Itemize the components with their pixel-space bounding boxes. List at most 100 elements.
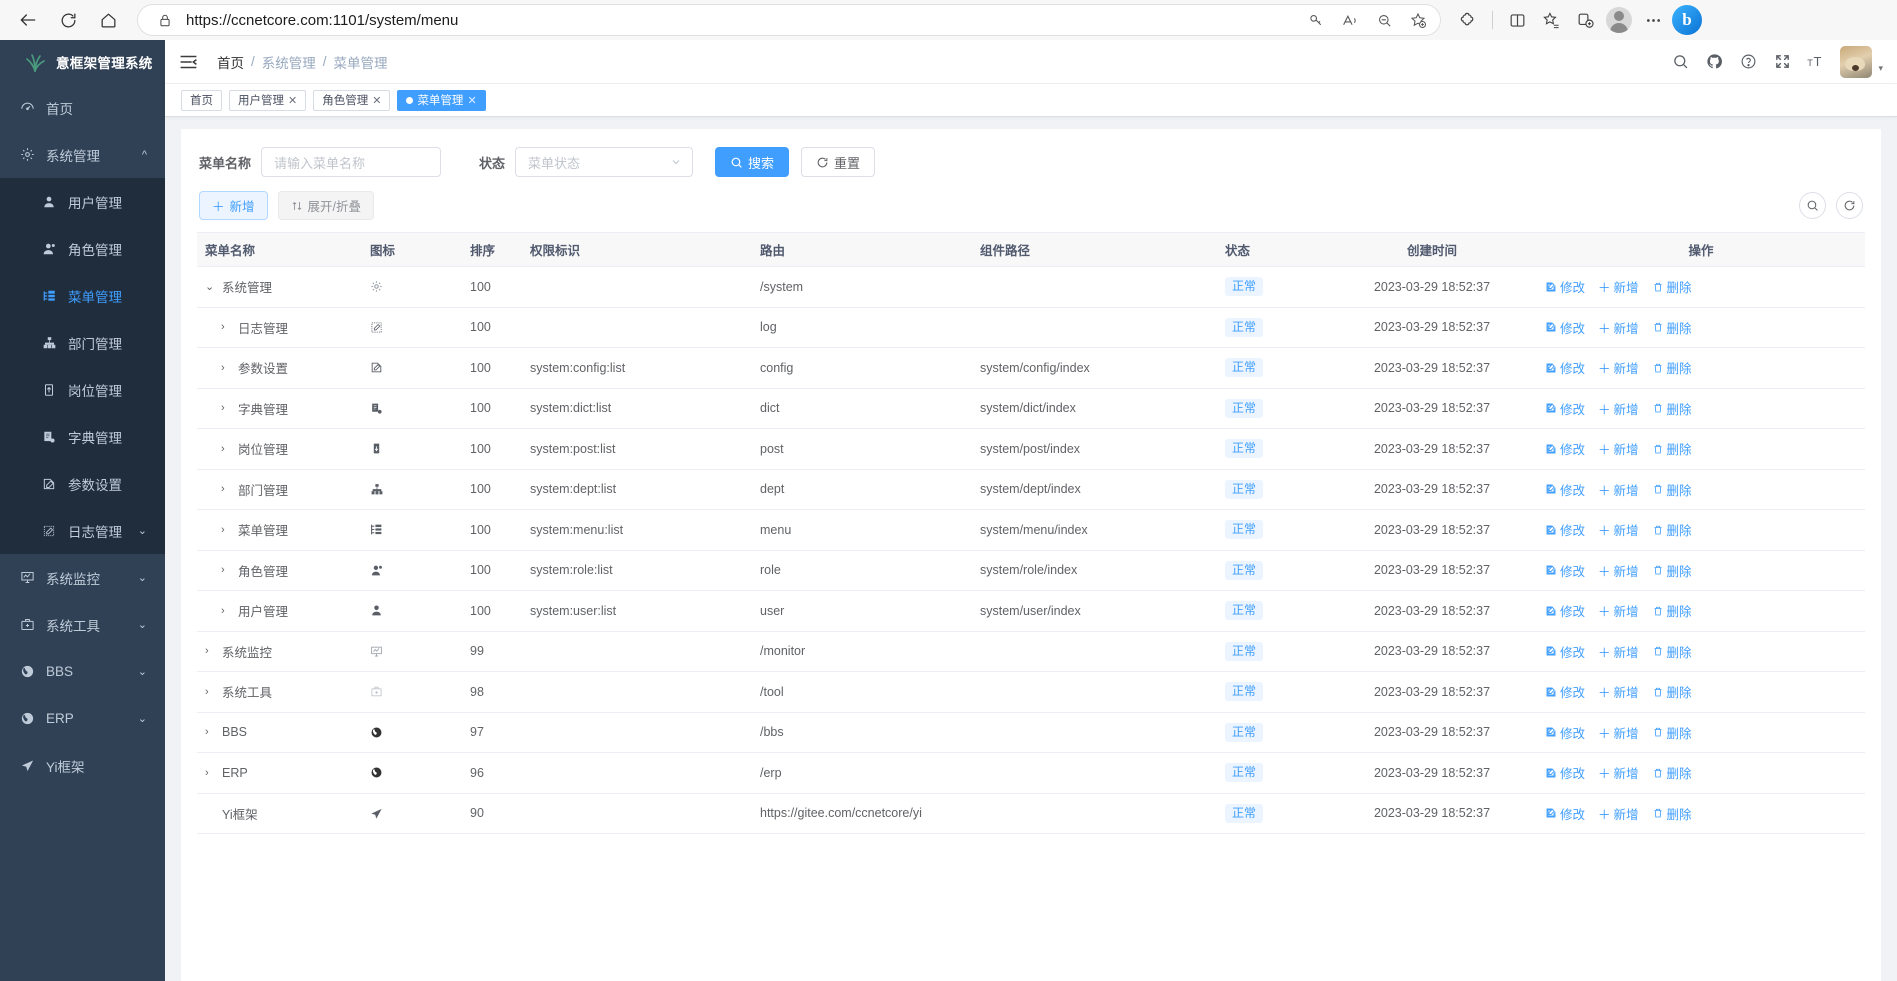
sidebar-item-config[interactable]: 参数设置	[0, 460, 165, 507]
edit-action[interactable]: 修改	[1545, 642, 1585, 661]
address-bar[interactable]: https://ccnetcore.com:1101/system/menu	[138, 5, 1440, 35]
key-icon[interactable]	[1300, 5, 1332, 35]
read-aloud-icon[interactable]	[1334, 5, 1366, 35]
expander-icon[interactable]: ›	[221, 402, 225, 415]
extensions-icon[interactable]	[1452, 5, 1484, 35]
bing-chat-icon[interactable]: b	[1671, 5, 1703, 35]
table-row[interactable]: › 菜单管理 100 system:menu:list menu system/menu/…	[197, 509, 1865, 551]
tab-role[interactable]: 角色管理 ✕	[313, 89, 391, 111]
refresh-icon[interactable]	[1836, 192, 1863, 219]
menu-name-input[interactable]: 请输入菜单名称	[261, 147, 442, 177]
add-action[interactable]: ＋新增	[1598, 763, 1639, 782]
expander-icon[interactable]: ›	[205, 766, 209, 779]
sidebar-item-monitor[interactable]: 系统监控 ⌄	[0, 554, 165, 601]
delete-action[interactable]: 删除	[1652, 804, 1692, 823]
expander-icon[interactable]: ›	[221, 361, 225, 374]
edit-action[interactable]: 修改	[1545, 358, 1585, 377]
add-action[interactable]: ＋新增	[1598, 358, 1639, 377]
profile-icon[interactable]	[1603, 5, 1635, 35]
delete-action[interactable]: 删除	[1652, 520, 1692, 539]
add-action[interactable]: ＋新增	[1598, 399, 1639, 418]
expander-icon[interactable]: ›	[221, 321, 225, 334]
edit-action[interactable]: 修改	[1545, 318, 1585, 337]
delete-action[interactable]: 删除	[1652, 601, 1692, 620]
sidebar-item-erp[interactable]: ERP ⌄	[0, 695, 165, 742]
table-row[interactable]: › 日志管理 100 log 正常 2023-03-29 18:52:37 修改 ＋新增 删除	[197, 307, 1865, 348]
add-button[interactable]: ＋ 新增	[199, 191, 268, 220]
table-row[interactable]: › ERP 96/erp 正常 2023-03-29 18:52:37 修改 ＋新增 删除	[197, 752, 1865, 794]
close-icon[interactable]: ✕	[288, 94, 298, 107]
sidebar-item-role[interactable]: 角色管理	[0, 225, 165, 272]
delete-action[interactable]: 删除	[1652, 723, 1692, 742]
sidebar-item-system[interactable]: 系统管理 ^	[0, 131, 165, 178]
delete-action[interactable]: 删除	[1652, 480, 1692, 499]
delete-action[interactable]: 删除	[1652, 682, 1692, 701]
table-row[interactable]: › 系统工具 98/tool 正常 2023-03-29 18:52:37 修改 ＋新增 删除	[197, 671, 1865, 713]
delete-action[interactable]: 删除	[1652, 763, 1692, 782]
chevron-down-icon[interactable]: ▾	[1878, 62, 1883, 73]
sidebar-item-log[interactable]: 日志管理 ⌄	[0, 507, 165, 554]
delete-action[interactable]: 删除	[1652, 439, 1692, 458]
expander-icon[interactable]: ›	[221, 564, 225, 577]
add-action[interactable]: ＋新增	[1598, 520, 1639, 539]
sidebar-item-bbs[interactable]: BBS ⌄	[0, 648, 165, 695]
edit-action[interactable]: 修改	[1545, 763, 1585, 782]
collections-icon[interactable]	[1569, 5, 1601, 35]
back-button[interactable]	[10, 4, 46, 36]
edit-action[interactable]: 修改	[1545, 561, 1585, 580]
edit-action[interactable]: 修改	[1545, 804, 1585, 823]
expand-collapse-button[interactable]: 展开/折叠	[277, 191, 375, 220]
add-favorite-icon[interactable]	[1402, 5, 1434, 35]
edit-action[interactable]: 修改	[1545, 682, 1585, 701]
breadcrumb-item-system[interactable]: 系统管理	[261, 55, 316, 71]
add-action[interactable]: ＋新增	[1598, 277, 1639, 296]
close-icon[interactable]: ✕	[372, 94, 382, 107]
delete-action[interactable]: 删除	[1652, 358, 1692, 377]
add-action[interactable]: ＋新增	[1598, 561, 1639, 580]
edit-action[interactable]: 修改	[1545, 480, 1585, 499]
app-logo[interactable]: 意框架管理系统	[0, 40, 165, 84]
collapse-icon[interactable]	[179, 54, 201, 70]
fullscreen-icon[interactable]	[1772, 52, 1792, 72]
sidebar-item-dict[interactable]: 字典管理	[0, 413, 165, 460]
sidebar-item-home[interactable]: 首页	[0, 84, 165, 131]
add-action[interactable]: ＋新增	[1598, 318, 1639, 337]
edit-action[interactable]: 修改	[1545, 601, 1585, 620]
search-button[interactable]: 搜索	[715, 147, 790, 177]
expander-icon[interactable]: ›	[221, 483, 225, 496]
table-row[interactable]: › BBS 97/bbs 正常 2023-03-29 18:52:37 修改 ＋新增 删除	[197, 712, 1865, 753]
close-icon[interactable]: ✕	[467, 94, 477, 107]
reload-button[interactable]	[50, 4, 86, 36]
expander-icon[interactable]: ›	[205, 726, 209, 739]
more-icon[interactable]	[1637, 5, 1669, 35]
add-action[interactable]: ＋新增	[1598, 804, 1639, 823]
expander-icon[interactable]: ›	[221, 604, 225, 617]
edit-action[interactable]: 修改	[1545, 723, 1585, 742]
delete-action[interactable]: 删除	[1652, 642, 1692, 661]
add-action[interactable]: ＋新增	[1598, 601, 1639, 620]
expander-icon[interactable]: ›	[205, 685, 209, 698]
table-row[interactable]: › 参数设置 100 system:config:list config system/c…	[197, 347, 1865, 389]
edit-action[interactable]: 修改	[1545, 399, 1585, 418]
table-row[interactable]: › 岗位管理 100 system:post:list post system/post/…	[197, 428, 1865, 470]
edit-action[interactable]: 修改	[1545, 277, 1585, 296]
table-row[interactable]: › 系统监控 99/monitor 正常 2023-03-29 18:52:37 修改 ＋新…	[197, 631, 1865, 672]
tab-menu[interactable]: 菜单管理 ✕	[397, 89, 486, 111]
avatar[interactable]	[1840, 45, 1873, 78]
delete-action[interactable]: 删除	[1652, 399, 1692, 418]
github-icon[interactable]	[1704, 52, 1724, 72]
sidebar-item-dept[interactable]: 部门管理	[0, 319, 165, 366]
table-row[interactable]: › 用户管理 100 system:user:list user system/user/…	[197, 590, 1865, 632]
sidebar-item-post[interactable]: 岗位管理	[0, 366, 165, 413]
zoom-out-icon[interactable]	[1368, 5, 1400, 35]
add-action[interactable]: ＋新增	[1598, 439, 1639, 458]
add-action[interactable]: ＋新增	[1598, 723, 1639, 742]
table-row[interactable]: › 角色管理 100 system:role:list role system/role/…	[197, 550, 1865, 591]
tab-home[interactable]: 首页	[181, 89, 222, 111]
expander-icon[interactable]: ›	[205, 645, 209, 658]
status-select[interactable]: 菜单状态	[515, 147, 694, 177]
add-action[interactable]: ＋新增	[1598, 480, 1639, 499]
search-icon[interactable]	[1670, 52, 1690, 72]
help-icon[interactable]	[1738, 52, 1758, 72]
